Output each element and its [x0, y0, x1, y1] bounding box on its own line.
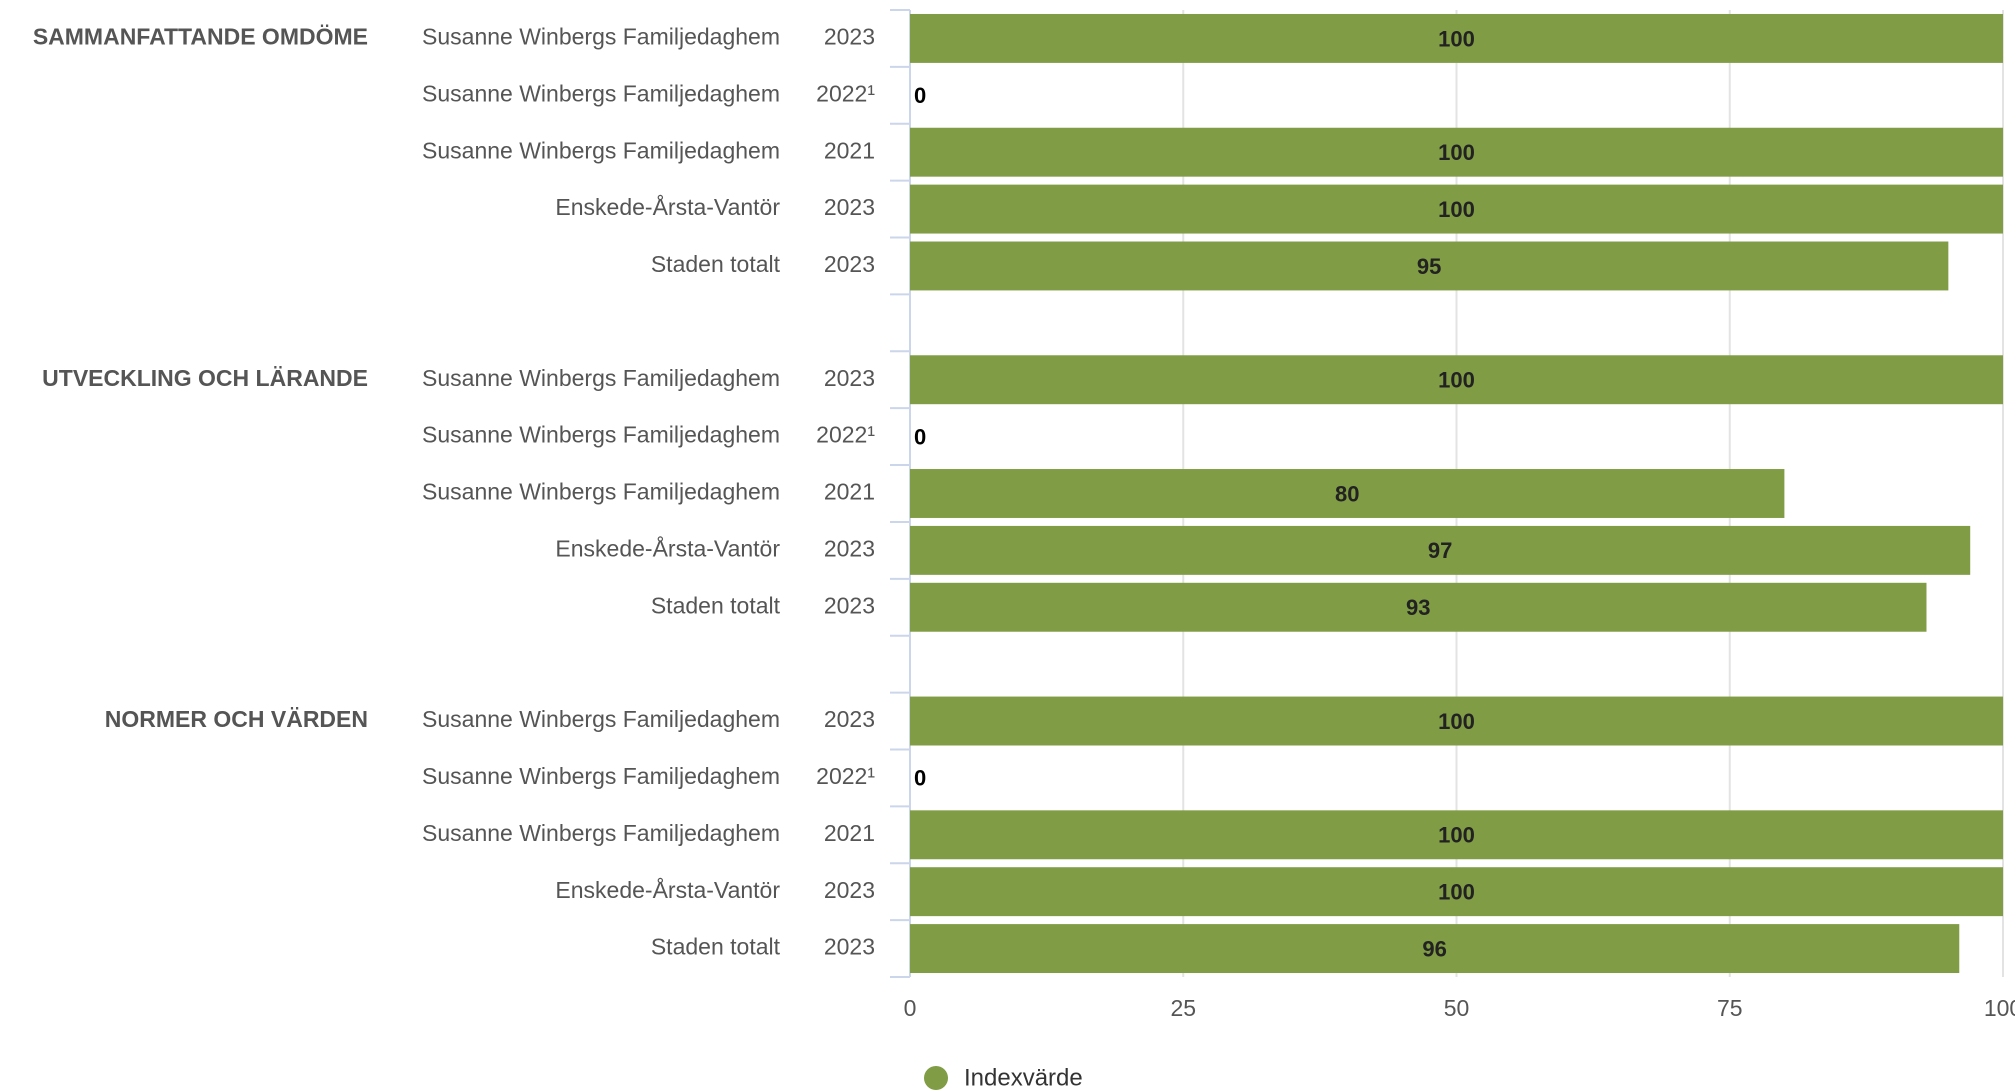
- value-label: 100: [1438, 709, 1475, 734]
- value-label: 93: [1406, 595, 1430, 620]
- group-label: NORMER OCH VÄRDEN: [105, 706, 368, 732]
- category-name: Susanne Winbergs Familjedaghem: [422, 820, 780, 846]
- category-name: Enskede-Årsta-Vantör: [555, 193, 780, 220]
- category-name: Susanne Winbergs Familjedaghem: [422, 706, 780, 732]
- group-label: UTVECKLING OCH LÄRANDE: [42, 365, 368, 391]
- bar: [910, 582, 1927, 632]
- bar: [910, 469, 1785, 518]
- bar: [910, 241, 1949, 291]
- category-name: Susanne Winbergs Familjedaghem: [422, 80, 780, 106]
- category-year: 2023: [824, 877, 875, 903]
- value-label: 97: [1428, 538, 1452, 563]
- category-name: Enskede-Årsta-Vantör: [555, 534, 780, 561]
- value-label: 0: [914, 83, 926, 108]
- category-name: Susanne Winbergs Familjedaghem: [422, 422, 780, 448]
- x-tick-label: 25: [1170, 995, 1196, 1021]
- legend-marker: [924, 1066, 948, 1090]
- x-tick-label: 50: [1444, 995, 1470, 1021]
- category-year: 2023: [824, 592, 875, 618]
- x-tick-label: 100: [1984, 995, 2015, 1021]
- category-year: 2022¹: [816, 80, 875, 106]
- category-year: 2023: [824, 24, 875, 50]
- bar: [910, 810, 2003, 860]
- category-year: 2021: [824, 820, 875, 846]
- value-label: 100: [1438, 823, 1475, 848]
- value-label: 100: [1438, 26, 1475, 51]
- bar: [910, 184, 2003, 234]
- category-year: 2021: [824, 137, 875, 163]
- category-name: Susanne Winbergs Familjedaghem: [422, 763, 780, 789]
- category-name: Staden totalt: [651, 592, 781, 618]
- x-tick-label: 0: [904, 995, 917, 1021]
- category-year: 2021: [824, 479, 875, 505]
- category-name: Staden totalt: [651, 934, 781, 960]
- category-year: 2023: [824, 706, 875, 732]
- category-year: 2022¹: [816, 763, 875, 789]
- bar: [910, 696, 2003, 746]
- category-year: 2023: [824, 535, 875, 561]
- value-label: 100: [1438, 368, 1475, 393]
- category-year: 2023: [824, 365, 875, 391]
- x-tick-label: 75: [1717, 995, 1743, 1021]
- value-label: 80: [1335, 481, 1359, 506]
- value-label: 100: [1438, 197, 1475, 222]
- category-year: 2023: [824, 194, 875, 220]
- value-label: 0: [914, 424, 926, 449]
- group-label: SAMMANFATTANDE OMDÖME: [33, 24, 368, 50]
- bar: [910, 355, 2003, 405]
- bar: [910, 924, 1960, 974]
- value-label: 96: [1422, 936, 1446, 961]
- category-name: Susanne Winbergs Familjedaghem: [422, 137, 780, 163]
- category-year: 2023: [824, 251, 875, 277]
- bar: [910, 127, 2003, 177]
- legend-label: Indexvärde: [964, 1064, 1083, 1091]
- bar: [910, 867, 2003, 917]
- category-name: Susanne Winbergs Familjedaghem: [422, 479, 780, 505]
- category-name: Susanne Winbergs Familjedaghem: [422, 365, 780, 391]
- category-name: Susanne Winbergs Familjedaghem: [422, 24, 780, 50]
- category-name: Staden totalt: [651, 251, 781, 277]
- bar: [910, 13, 2003, 63]
- value-label: 0: [914, 766, 926, 791]
- category-year: 2023: [824, 934, 875, 960]
- category-year: 2022¹: [816, 422, 875, 448]
- value-label: 100: [1438, 140, 1475, 165]
- bar: [910, 525, 1971, 575]
- value-label: 95: [1417, 254, 1441, 279]
- value-label: 100: [1438, 879, 1475, 904]
- category-name: Enskede-Årsta-Vantör: [555, 876, 780, 903]
